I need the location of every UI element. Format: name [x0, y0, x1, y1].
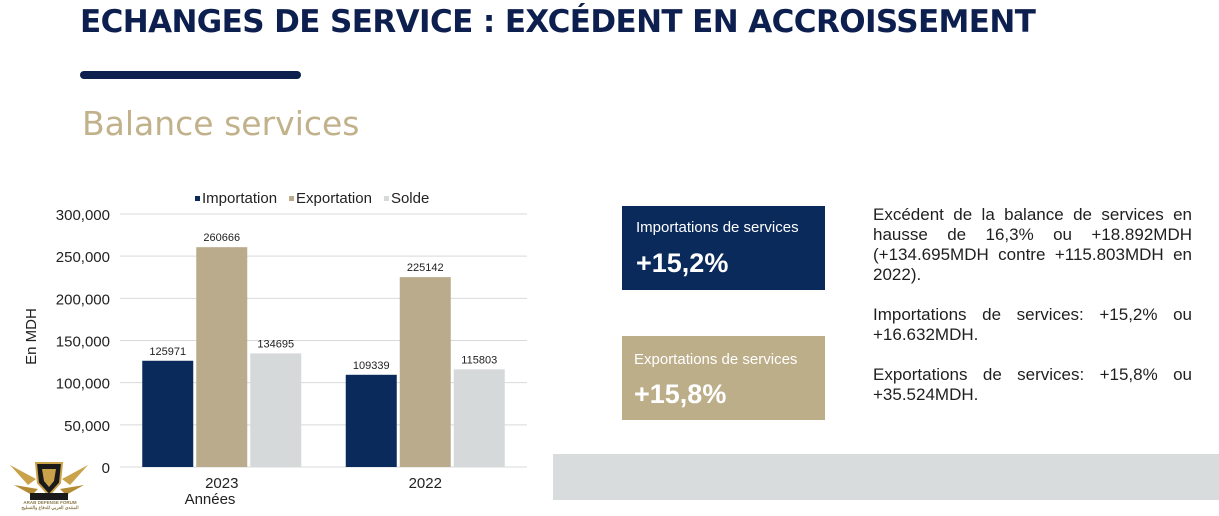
legend-swatch-importation [195, 196, 200, 201]
bar-solde-2022 [453, 369, 505, 467]
y-tick-label: 200,000 [56, 291, 110, 308]
logo-caption-arabic: المنتدى العربي للدفاع والتسليح [21, 505, 79, 510]
note-solde: Excédent de la balance de services en ha… [873, 205, 1192, 284]
data-label: 260666 [203, 232, 240, 244]
data-label: 134695 [257, 338, 294, 350]
balance-services-chart: 300,000 250,000 200,000 150,000 100,000 50,00… [23, 190, 527, 508]
arab-defense-forum-logo-icon [10, 462, 88, 500]
note-importations: Importations de services: +15,2% ou +16.… [873, 305, 1192, 344]
y-tick-label: 100,000 [56, 376, 110, 393]
logo-caption: ARAB DEFENSE FORUM المنتدى العربي للدفاع… [10, 500, 90, 510]
x-axis-label: Années [185, 491, 236, 508]
legend-swatch-solde [383, 196, 389, 201]
y-axis-label: En MDH [23, 308, 40, 365]
notes-panel: Excédent de la balance de services en ha… [873, 205, 1192, 425]
importations-stat-label: Importations de services [636, 219, 799, 236]
legend-label-exportation: Exportation [296, 190, 372, 207]
importations-stat-value: +15,2% [636, 248, 729, 278]
page-title: ECHANGES DE SERVICE : EXCÉDENT EN ACCROI… [80, 4, 1036, 40]
exportations-stat-label: Exportations de services [634, 351, 798, 368]
data-label: 225142 [407, 262, 444, 274]
note-exportations: Exportations de services: +15,8% ou +35.… [873, 365, 1192, 404]
bar-exportation-2023 [196, 247, 248, 467]
bar-solde-2023 [250, 353, 302, 467]
y-tick-label: 150,000 [56, 334, 110, 351]
exportations-stat-value: +15,8% [634, 379, 727, 409]
importations-stat-box: Importations de services +15,2% [622, 206, 825, 290]
legend-label-solde: Solde [391, 190, 429, 207]
legend-label-importation: Importation [202, 190, 277, 207]
data-label: 125971 [149, 346, 186, 358]
legend-swatch-exportation [289, 196, 295, 201]
x-tick-label: 2022 [409, 475, 442, 492]
title-underline [80, 71, 301, 79]
y-tick-label: 50,000 [64, 418, 110, 435]
y-tick-label: 250,000 [56, 249, 110, 266]
x-tick-label: 2023 [205, 475, 238, 492]
exportations-stat-box: Exportations de services +15,8% [622, 336, 825, 420]
bar-importation-2022 [345, 374, 397, 467]
section-subtitle: Balance services [82, 104, 360, 143]
y-tick-label: 0 [102, 460, 110, 477]
data-label: 109339 [353, 360, 390, 372]
bar-exportation-2022 [399, 277, 451, 467]
bar-importation-2023 [142, 360, 194, 467]
logo-caption-latin: ARAB DEFENSE FORUM [23, 500, 77, 505]
y-tick-label: 300,000 [56, 207, 110, 224]
data-label: 115803 [461, 354, 497, 366]
footer-band [553, 454, 1219, 500]
